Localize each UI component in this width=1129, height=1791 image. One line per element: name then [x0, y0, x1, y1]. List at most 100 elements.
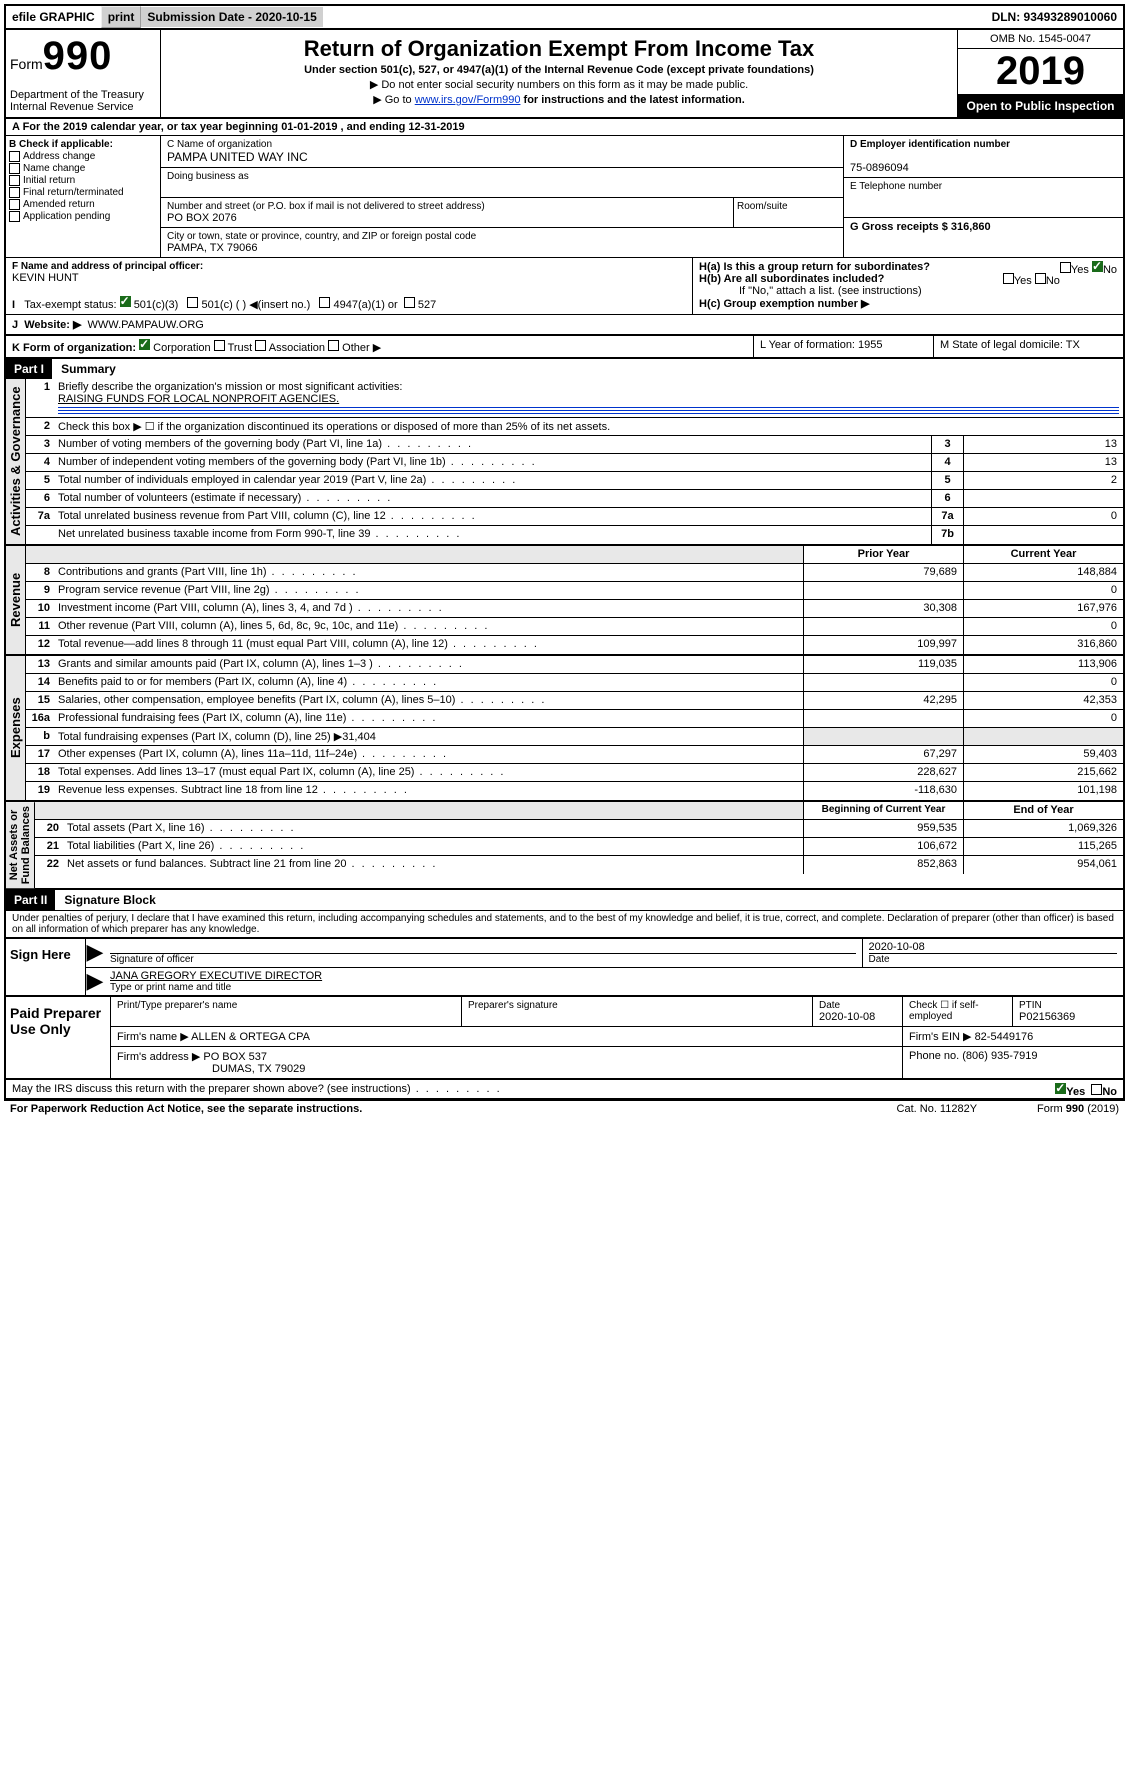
lbl-name: Name change — [23, 163, 85, 174]
opt-corp: Corporation — [153, 342, 210, 354]
row-a-text: A For the 2019 calendar year, or tax yea… — [12, 121, 465, 133]
chk-501c3[interactable] — [120, 296, 131, 307]
k-label: K Form of organization: — [12, 342, 136, 354]
table-row: 20Total assets (Part X, line 16)959,5351… — [35, 820, 1123, 838]
opt-trust: Trust — [228, 342, 253, 354]
revenue-table: Revenue Prior YearCurrent Year 8Contribu… — [4, 546, 1125, 656]
officer-name: KEVIN HUNT — [12, 272, 686, 284]
row-f-h: F Name and address of principal officer:… — [4, 258, 1125, 315]
dba-label: Doing business as — [167, 171, 837, 182]
part2-title: Signature Block — [58, 890, 161, 910]
form-ref-num: 990 — [1066, 1103, 1084, 1115]
date-lbl: Date — [869, 953, 1118, 965]
chk-501c[interactable] — [187, 297, 198, 308]
discuss-text: May the IRS discuss this return with the… — [12, 1083, 411, 1095]
sig-date: 2020-10-08 — [869, 941, 1118, 953]
chk-name[interactable] — [9, 163, 20, 174]
q1-val: RAISING FUNDS FOR LOCAL NONPROFIT AGENCI… — [58, 393, 339, 405]
website-label: Website: ▶ — [24, 319, 81, 331]
table-row: 12Total revenue—add lines 8 through 11 (… — [26, 636, 1123, 654]
chk-address[interactable] — [9, 151, 20, 162]
table-row: 11Other revenue (Part VIII, column (A), … — [26, 618, 1123, 636]
discuss-yes: Yes — [1066, 1086, 1085, 1098]
lbl-amended: Amended return — [23, 199, 95, 210]
omb-number: OMB No. 1545-0047 — [958, 30, 1123, 49]
chk-ha-yes[interactable] — [1060, 262, 1071, 273]
net-assets-table: Net Assets or Fund Balances Beginning of… — [4, 802, 1125, 890]
chk-ha-no[interactable] — [1092, 261, 1103, 272]
firm-lbl: Firm's name ▶ — [117, 1031, 189, 1043]
chk-trust[interactable] — [214, 340, 225, 351]
firm-phone: (806) 935-7919 — [962, 1050, 1037, 1062]
phone-label: E Telephone number — [850, 181, 1117, 192]
arrow-icon: ▶ — [86, 939, 104, 967]
chk-4947[interactable] — [319, 297, 330, 308]
note-link: ▶ Go to www.irs.gov/Form990 for instruct… — [167, 93, 951, 106]
table-row: 8Contributions and grants (Part VIII, li… — [26, 564, 1123, 582]
table-row: 19Revenue less expenses. Subtract line 1… — [26, 782, 1123, 800]
chk-discuss-no[interactable] — [1091, 1084, 1102, 1095]
prep-date-lbl: Date — [819, 1000, 896, 1011]
name-lbl: Type or print name and title — [110, 982, 1117, 993]
chk-pending[interactable] — [9, 211, 20, 222]
table-row: bTotal fundraising expenses (Part IX, co… — [26, 728, 1123, 746]
dept-label: Department of the Treasury Internal Reve… — [10, 89, 156, 113]
chk-hb-yes[interactable] — [1003, 273, 1014, 284]
city-label: City or town, state or province, country… — [167, 231, 837, 242]
form-subtitle: Under section 501(c), 527, or 4947(a)(1)… — [167, 64, 951, 76]
ha-yes: Yes — [1071, 264, 1089, 276]
chk-other[interactable] — [328, 340, 339, 351]
org-name: PAMPA UNITED WAY INC — [167, 150, 837, 164]
hdr-beg: Beginning of Current Year — [803, 802, 963, 819]
chk-discuss-yes[interactable] — [1055, 1083, 1066, 1094]
chk-corp[interactable] — [139, 339, 150, 350]
pra-notice: For Paperwork Reduction Act Notice, see … — [10, 1103, 897, 1115]
hdr-curr: Current Year — [963, 546, 1123, 563]
header-right: OMB No. 1545-0047 2019 Open to Public In… — [958, 30, 1123, 117]
ein-val: 75-0896094 — [850, 162, 1117, 174]
paid-preparer-block: Paid Preparer Use Only Print/Type prepar… — [4, 997, 1125, 1080]
toolbar: efile GRAPHIC print Submission Date - 20… — [4, 4, 1125, 30]
form-word: Form — [10, 56, 43, 72]
officer-typed: JANA GREGORY EXECUTIVE DIRECTOR — [110, 970, 1117, 982]
chk-hb-no[interactable] — [1035, 273, 1046, 284]
note-ssn: ▶ Do not enter social security numbers o… — [167, 78, 951, 91]
print-button[interactable]: print — [101, 6, 142, 28]
table-row: 6Total number of volunteers (estimate if… — [26, 490, 1123, 508]
opt-527: 527 — [418, 299, 436, 311]
paid-label: Paid Preparer Use Only — [6, 997, 111, 1078]
header-left: Form990 Department of the Treasury Inter… — [6, 30, 161, 117]
irs-link[interactable]: www.irs.gov/Form990 — [415, 94, 521, 106]
firm-phone-lbl: Phone no. — [909, 1050, 959, 1062]
submission-date: Submission Date - 2020-10-15 — [141, 7, 322, 27]
opt-501c3: 501(c)(3) — [134, 299, 179, 311]
ein-lbl: Firm's EIN ▶ — [909, 1031, 972, 1043]
tax-status-lbl: Tax-exempt status: — [24, 299, 116, 311]
gross-receipts: G Gross receipts $ 316,860 — [850, 221, 991, 233]
hb-yes: Yes — [1014, 275, 1032, 287]
opt-501c: 501(c) ( ) ◀(insert no.) — [202, 299, 311, 311]
prep-sig-lbl: Preparer's signature — [468, 1000, 806, 1011]
vtab-ag: Activities & Governance — [6, 379, 26, 544]
open-inspection: Open to Public Inspection — [958, 95, 1123, 117]
table-row: 22Net assets or fund balances. Subtract … — [35, 856, 1123, 874]
chk-assoc[interactable] — [255, 340, 266, 351]
col-cd: C Name of organizationPAMPA UNITED WAY I… — [161, 136, 843, 257]
vtab-net: Net Assets or Fund Balances — [6, 802, 35, 888]
chk-amended[interactable] — [9, 199, 20, 210]
form-title: Return of Organization Exempt From Incom… — [167, 36, 951, 62]
year-formation: L Year of formation: 1955 — [753, 336, 933, 357]
header-center: Return of Organization Exempt From Incom… — [161, 30, 958, 117]
table-row: 3Number of voting members of the governi… — [26, 436, 1123, 454]
chk-final[interactable] — [9, 187, 20, 198]
chk-527[interactable] — [404, 297, 415, 308]
opt-other: Other ▶ — [342, 342, 381, 354]
col-b-checkboxes: B Check if applicable: Address change Na… — [6, 136, 161, 257]
lbl-final: Final return/terminated — [23, 187, 124, 198]
firm-addr: PO BOX 537 — [203, 1051, 267, 1063]
website-val[interactable]: WWW.PAMPAUW.ORG — [88, 319, 204, 331]
chk-initial[interactable] — [9, 175, 20, 186]
prep-date: 2020-10-08 — [819, 1011, 896, 1023]
firm-ein: 82-5449176 — [975, 1031, 1034, 1043]
lbl-initial: Initial return — [23, 175, 75, 186]
